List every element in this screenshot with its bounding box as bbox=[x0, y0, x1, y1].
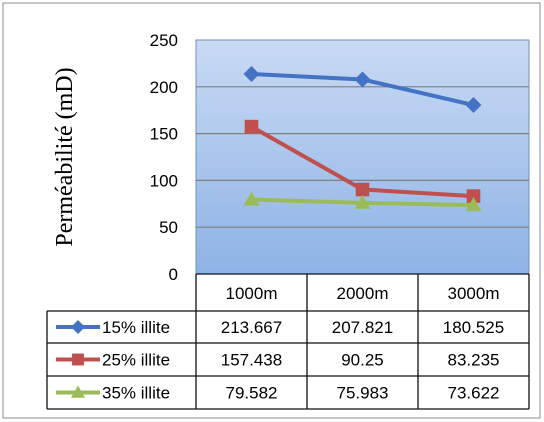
data-label: 180.525 bbox=[443, 318, 504, 337]
x-tick-label: 3000m bbox=[448, 284, 500, 303]
y-axis-label: Perméabilité (mD) bbox=[52, 67, 78, 246]
data-label: 73.622 bbox=[448, 384, 500, 403]
y-tick-label: 50 bbox=[159, 218, 178, 237]
data-point bbox=[244, 119, 259, 134]
y-tick-label: 100 bbox=[150, 171, 178, 190]
data-label: 90.25 bbox=[341, 351, 384, 370]
data-point bbox=[243, 191, 260, 206]
series-lines bbox=[243, 66, 482, 212]
y-tick-label: 150 bbox=[150, 125, 178, 144]
legend-marker bbox=[71, 320, 85, 334]
data-label: 207.821 bbox=[332, 318, 393, 337]
legend-label: 25% illite bbox=[102, 351, 170, 370]
data-point bbox=[354, 194, 371, 209]
data-point bbox=[465, 97, 482, 114]
x-tick-label: 1000m bbox=[226, 284, 278, 303]
data-point bbox=[354, 71, 371, 88]
data-label: 75.983 bbox=[337, 384, 389, 403]
y-tick-label: 250 bbox=[150, 31, 178, 50]
data-point bbox=[465, 197, 482, 212]
data-label: 157.438 bbox=[221, 351, 282, 370]
data-label: 79.582 bbox=[226, 384, 278, 403]
data-label: 83.235 bbox=[448, 351, 500, 370]
legend-marker bbox=[71, 385, 85, 398]
legend-marker bbox=[72, 353, 84, 366]
data-point bbox=[243, 66, 260, 83]
y-tick-labels: 0 50 100 150 200 250 bbox=[150, 31, 178, 284]
data-point bbox=[466, 189, 481, 203]
data-table: 1000m 2000m 3000m 15% illite 213.667 207.821 1… bbox=[46, 273, 530, 410]
legend-label: 15% illite bbox=[102, 318, 170, 337]
data-label: 213.667 bbox=[221, 318, 282, 337]
y-tick-label: 200 bbox=[150, 78, 178, 97]
data-point bbox=[355, 182, 370, 197]
y-tick-label: 0 bbox=[169, 265, 178, 284]
legend-label: 35% illite bbox=[102, 384, 170, 403]
x-tick-label: 2000m bbox=[337, 284, 389, 303]
